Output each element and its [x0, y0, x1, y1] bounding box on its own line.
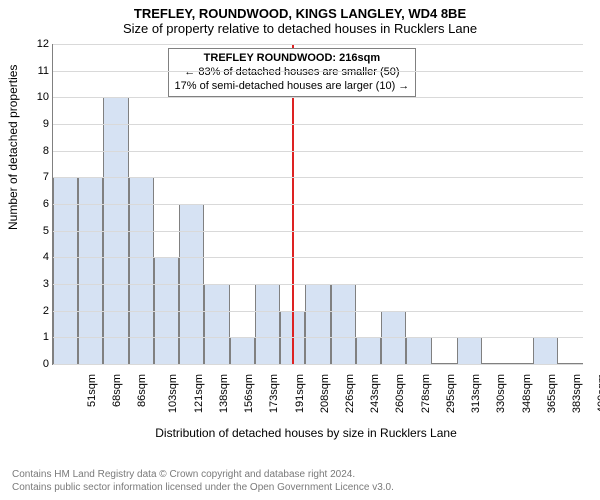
x-tick-label: 365sqm — [546, 374, 558, 413]
x-tick-label: 226sqm — [344, 374, 356, 413]
y-tick-label: 11 — [38, 65, 49, 77]
x-tick-layer: 51sqm 68sqm 86sqm 103sqm 121sqm 138sqm 156sqm 1… — [52, 364, 582, 430]
gridline — [53, 177, 583, 178]
x-tick-label: 260sqm — [395, 374, 407, 413]
bar — [129, 177, 154, 364]
y-tick-label: 12 — [37, 38, 49, 50]
chart-subtitle: Size of property relative to detached ho… — [0, 21, 600, 36]
y-tick-label: 0 — [43, 358, 49, 370]
gridline — [53, 97, 583, 98]
y-tick-label: 3 — [43, 278, 49, 290]
bar — [533, 337, 558, 364]
bar — [305, 284, 330, 364]
x-tick-label: 295sqm — [445, 374, 457, 413]
x-tick-label: 121sqm — [193, 374, 205, 413]
bar — [204, 284, 229, 364]
reference-callout: TREFLEY ROUNDWOOD: 216sqm ← 83% of detac… — [168, 48, 417, 97]
gridline — [53, 231, 583, 232]
callout-line1: TREFLEY ROUNDWOOD: 216sqm — [175, 52, 410, 66]
x-tick-label: 243sqm — [369, 374, 381, 413]
x-tick-label: 400sqm — [597, 374, 600, 413]
plot-area: TREFLEY ROUNDWOOD: 216sqm ← 83% of detac… — [52, 44, 583, 365]
x-tick-label: 103sqm — [167, 374, 179, 413]
x-tick-label: 173sqm — [268, 374, 280, 413]
x-tick-label: 86sqm — [136, 374, 148, 407]
x-tick-label: 191sqm — [294, 374, 306, 413]
y-tick-label: 7 — [43, 171, 49, 183]
bar — [230, 337, 255, 364]
y-tick-label: 10 — [37, 91, 49, 103]
bar — [331, 284, 356, 364]
x-tick-label: 383sqm — [571, 374, 583, 413]
chart-area: TREFLEY ROUNDWOOD: 216sqm ← 83% of detac… — [30, 44, 582, 430]
x-tick-label: 68sqm — [111, 374, 123, 407]
gridline — [53, 337, 583, 338]
y-tick-label: 6 — [43, 198, 49, 210]
y-axis-label: Number of detached properties — [6, 65, 20, 230]
gridline — [53, 204, 583, 205]
x-tick-label: 208sqm — [319, 374, 331, 413]
gridline — [53, 124, 583, 125]
y-tick-label: 1 — [43, 331, 49, 343]
y-tick-label: 5 — [43, 225, 49, 237]
callout-line2: ← 83% of detached houses are smaller (50… — [175, 66, 410, 80]
x-tick-label: 313sqm — [470, 374, 482, 413]
y-tick-label: 4 — [43, 251, 49, 263]
x-axis-label: Distribution of detached houses by size … — [30, 426, 582, 440]
gridline — [53, 44, 583, 45]
bar — [53, 177, 78, 364]
x-tick-label: 330sqm — [496, 374, 508, 413]
bar — [406, 337, 431, 364]
x-tick-label: 51sqm — [86, 374, 98, 407]
x-tick-label: 138sqm — [218, 374, 230, 413]
footer: Contains HM Land Registry data © Crown c… — [12, 468, 394, 494]
gridline — [53, 151, 583, 152]
bar — [457, 337, 482, 364]
y-tick-label: 9 — [43, 118, 49, 130]
gridline — [53, 311, 583, 312]
gridline — [53, 284, 583, 285]
x-tick-label: 278sqm — [420, 374, 432, 413]
footer-line1: Contains HM Land Registry data © Crown c… — [12, 468, 394, 481]
y-tick-label: 8 — [43, 145, 49, 157]
y-tick-label: 2 — [43, 305, 49, 317]
chart-title: TREFLEY, ROUNDWOOD, KINGS LANGLEY, WD4 8… — [0, 0, 600, 21]
x-tick-label: 348sqm — [521, 374, 533, 413]
gridline — [53, 257, 583, 258]
bar — [356, 337, 381, 364]
page: TREFLEY, ROUNDWOOD, KINGS LANGLEY, WD4 8… — [0, 0, 600, 500]
callout-line3: 17% of semi-detached houses are larger (… — [175, 80, 410, 94]
bar — [255, 284, 280, 364]
gridline — [53, 71, 583, 72]
bar — [78, 177, 103, 364]
x-tick-label: 156sqm — [243, 374, 255, 413]
footer-line2: Contains public sector information licen… — [12, 481, 394, 494]
